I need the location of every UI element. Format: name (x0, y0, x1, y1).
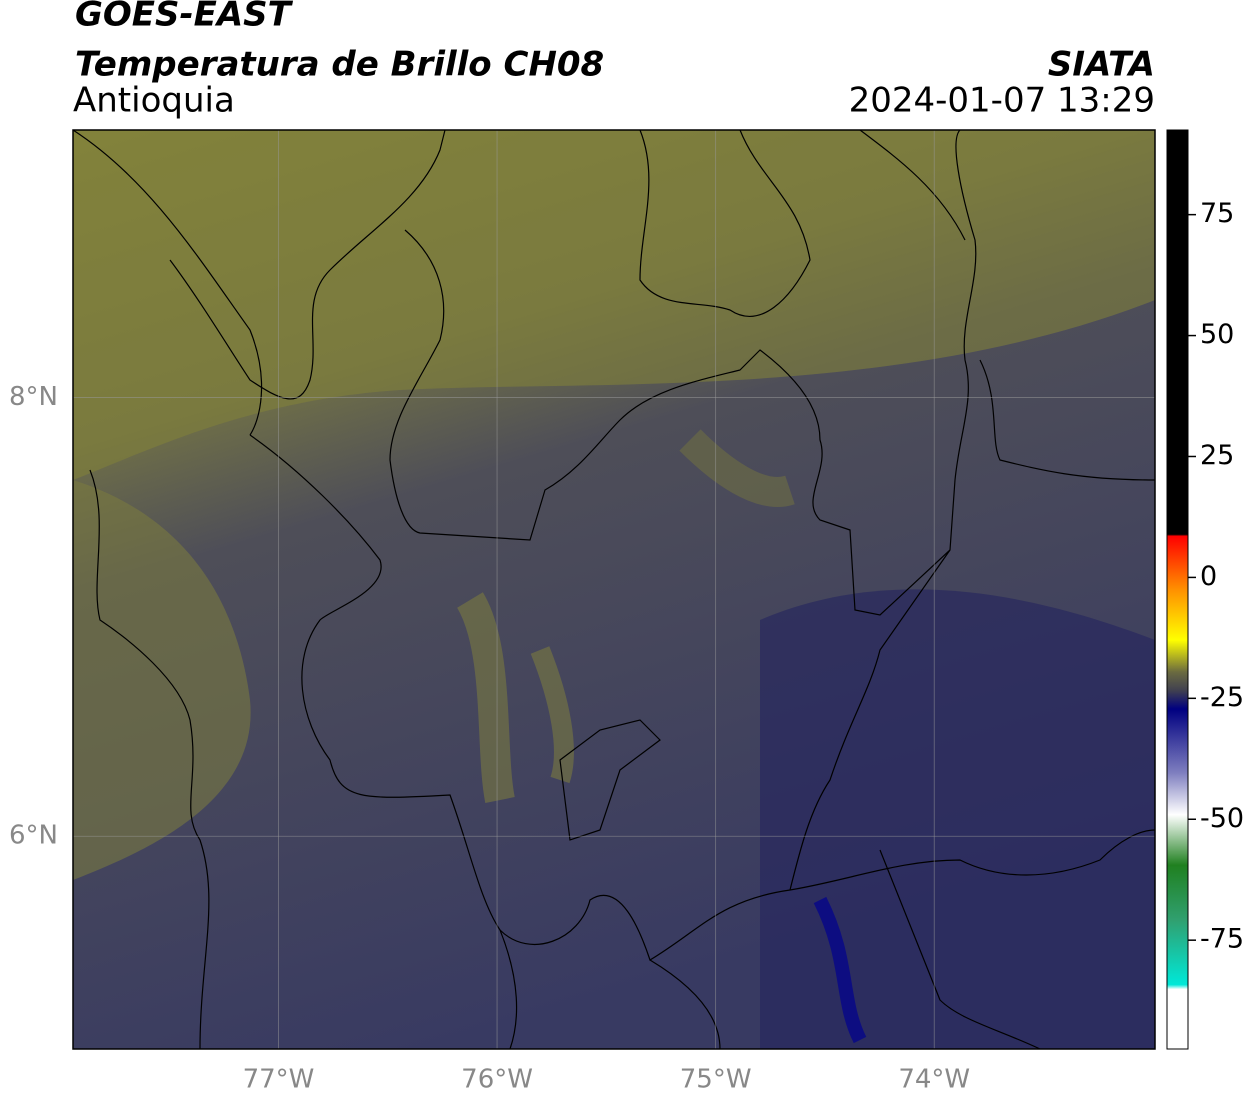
title: GOES-EAST (75, 0, 294, 35)
colorbar-tick-label: -50 (1200, 803, 1244, 834)
datetime: 2024-01-07 13:29 (849, 81, 1155, 121)
x-tick-label: 76°W (461, 1065, 533, 1095)
x-tick-label: 75°W (680, 1065, 752, 1095)
colorbar (1166, 129, 1189, 1050)
x-tick-label: 74°W (898, 1065, 970, 1095)
map-image (72, 129, 1156, 1050)
x-tick-label: 77°W (243, 1065, 315, 1095)
y-tick-label: 8°N (9, 382, 58, 412)
region: Antioquia (73, 81, 235, 121)
colorbar-tick-label: 25 (1200, 440, 1234, 471)
source: SIATA (1048, 45, 1155, 85)
y-tick-label: 6°N (9, 821, 58, 851)
colorbar-tick-label: -75 (1200, 924, 1244, 955)
colorbar-tick-label: 50 (1200, 319, 1234, 350)
subtitle: Temperatura de Brillo CH08 (75, 45, 604, 85)
map-frame (72, 129, 1156, 1050)
colorbar-tick-label: -25 (1200, 682, 1244, 713)
colorbar-tick-label: 0 (1200, 561, 1217, 592)
grid (73, 130, 1155, 1049)
colorbar-tick-label: 75 (1200, 198, 1234, 229)
